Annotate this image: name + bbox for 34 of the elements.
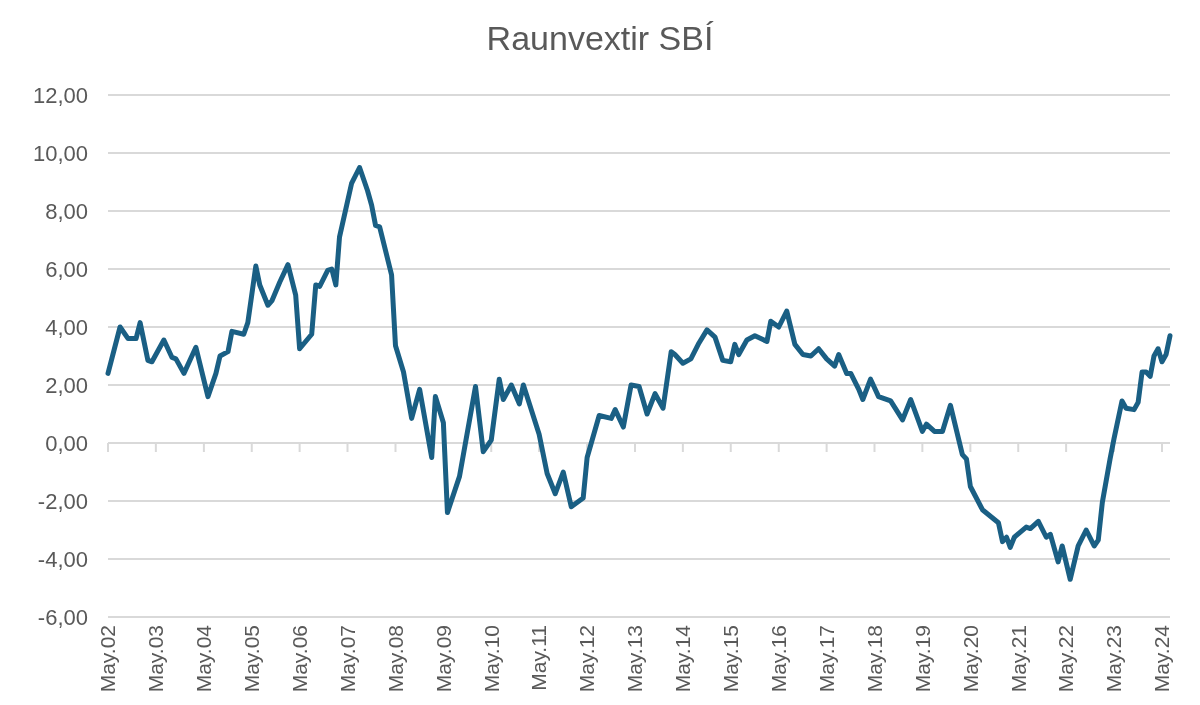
x-tick-label: May.23 (1102, 625, 1126, 693)
x-tick-label: May.12 (575, 625, 599, 693)
x-tick-label: May.07 (335, 625, 359, 693)
x-tick-label: May.02 (96, 625, 120, 693)
x-tick-label: May.17 (814, 625, 838, 693)
y-tick-label: 2,00 (45, 372, 88, 398)
y-tick-label: 6,00 (45, 256, 88, 282)
x-tick-label: May.22 (1054, 625, 1078, 693)
chart-title: Raunvextir SBÍ (486, 19, 714, 57)
x-tick-label: May.19 (910, 625, 934, 693)
x-tick-label: May.06 (287, 625, 311, 693)
x-tick-label: May.09 (431, 625, 455, 693)
x-tick-label: May.16 (767, 625, 791, 693)
y-tick-label: 8,00 (45, 198, 88, 224)
y-tick-label: -4,00 (37, 546, 88, 572)
x-tick-label: May.20 (958, 625, 982, 693)
x-tick-label: May.24 (1150, 624, 1174, 693)
x-tick-label: May.18 (862, 625, 886, 693)
x-tick-label: May.04 (192, 624, 216, 693)
x-tick-label: May.15 (719, 625, 743, 693)
x-tick-label: May.10 (479, 625, 503, 693)
y-tick-label: 4,00 (45, 314, 88, 340)
y-tick-label: 10,00 (32, 140, 88, 166)
x-tick-label: May.05 (240, 625, 264, 693)
x-tick-label: May.03 (144, 625, 168, 693)
y-tick-label: -6,00 (37, 604, 88, 630)
y-tick-label: 12,00 (32, 82, 88, 108)
x-tick-label: May.13 (623, 625, 647, 693)
y-tick-label: -2,00 (37, 488, 88, 514)
x-tick-label: May.14 (671, 624, 695, 693)
x-tick-label: May.08 (383, 625, 407, 693)
y-tick-label: 0,00 (45, 430, 88, 456)
x-tick-label: May.21 (1006, 625, 1030, 693)
x-tick-label: May.11 (527, 625, 551, 691)
